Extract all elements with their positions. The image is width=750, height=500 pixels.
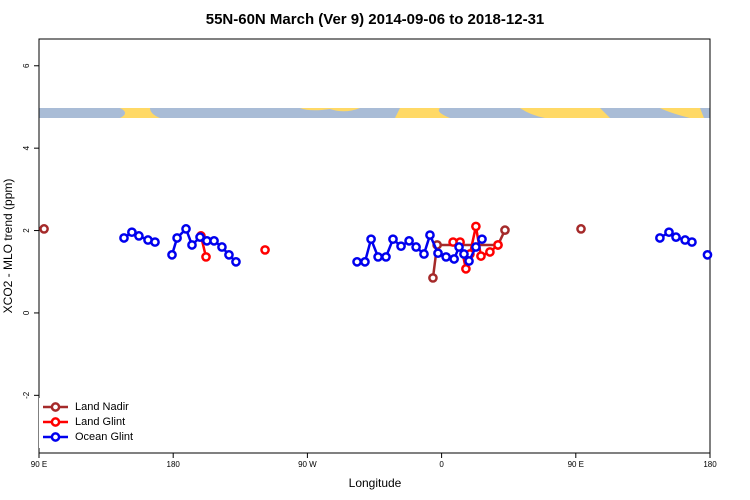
y-axis-label: XCO2 - MLO trend (ppm) [1, 179, 15, 314]
point [209, 236, 219, 246]
point [687, 237, 697, 247]
point [224, 250, 234, 260]
x-axis-label: Longitude [349, 476, 402, 490]
point [396, 241, 406, 252]
point [172, 233, 182, 243]
point [39, 224, 49, 234]
point [217, 242, 227, 252]
point [433, 248, 443, 259]
point [419, 249, 429, 259]
point [461, 264, 471, 274]
point [471, 221, 481, 232]
y-tick-label: 4 [22, 145, 31, 150]
point [373, 252, 383, 262]
point [134, 231, 144, 241]
legend-marker [50, 432, 61, 442]
point [366, 234, 376, 245]
y-tick-label: 2 [22, 228, 31, 233]
point [381, 252, 391, 262]
legend-marker [50, 402, 61, 412]
point [459, 249, 469, 259]
chart-title: 55N-60N March (Ver 9) 2014-09-06 to 2018… [206, 11, 545, 28]
point [471, 242, 481, 252]
point [425, 230, 435, 240]
point [702, 250, 713, 260]
legend-label: Ocean Glint [75, 431, 133, 443]
point [454, 242, 464, 252]
point [671, 232, 681, 242]
y-tick-label: 6 [22, 63, 31, 68]
y-tick-label: -2 [22, 391, 31, 399]
point [441, 252, 451, 262]
legend-marker [50, 417, 61, 427]
point [464, 256, 474, 266]
x-tick-label: 90 E [568, 460, 584, 469]
point [187, 240, 197, 250]
point [119, 233, 129, 243]
point [352, 257, 362, 267]
point [576, 224, 586, 234]
x-tick-label: 180 [703, 460, 717, 469]
plot-frame [38, 38, 711, 454]
legend-label: Land Nadir [75, 401, 129, 413]
point [388, 234, 398, 245]
x-tick-label: 90 W [298, 460, 317, 469]
map-strip [39, 108, 710, 118]
legend-label: Land Glint [75, 416, 125, 428]
point [201, 252, 211, 262]
point [476, 251, 486, 261]
point [449, 254, 459, 264]
point [411, 242, 421, 252]
x-tick-label: 90 E [31, 460, 47, 469]
point [493, 240, 503, 250]
point [195, 232, 205, 242]
point [167, 250, 177, 260]
point [127, 227, 137, 238]
y-tick-label: 0 [22, 310, 31, 315]
point [181, 224, 191, 234]
point [655, 233, 665, 243]
point [428, 273, 438, 283]
x-tick-label: 180 [167, 460, 181, 469]
point [260, 245, 270, 255]
point [150, 237, 160, 247]
point [485, 247, 495, 257]
point [664, 227, 674, 238]
point [231, 257, 241, 267]
point [477, 234, 487, 245]
x-tick-label: 0 [439, 460, 444, 469]
point [360, 257, 370, 267]
point [500, 225, 510, 235]
point [404, 236, 414, 246]
